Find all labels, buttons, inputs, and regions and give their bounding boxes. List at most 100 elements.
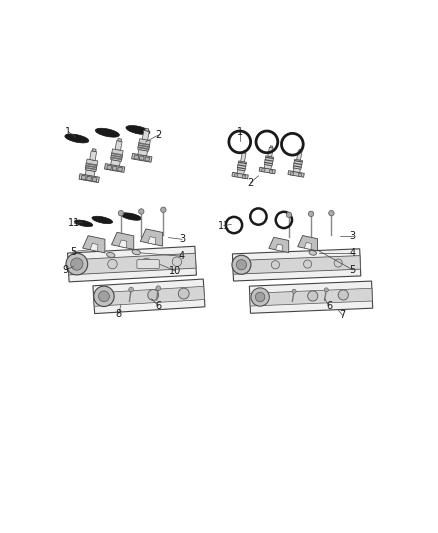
Circle shape	[129, 287, 134, 292]
Polygon shape	[90, 151, 97, 160]
Ellipse shape	[95, 128, 119, 137]
Polygon shape	[288, 171, 304, 177]
Text: 6: 6	[155, 301, 161, 311]
Ellipse shape	[106, 253, 115, 257]
Polygon shape	[261, 168, 265, 172]
Polygon shape	[85, 170, 95, 176]
Polygon shape	[264, 165, 272, 169]
Polygon shape	[139, 156, 144, 160]
Polygon shape	[140, 229, 162, 246]
Polygon shape	[138, 142, 150, 146]
Polygon shape	[294, 160, 303, 162]
Polygon shape	[68, 253, 196, 275]
Circle shape	[271, 261, 279, 269]
Polygon shape	[85, 167, 96, 170]
Text: 9: 9	[63, 265, 69, 275]
Polygon shape	[104, 164, 125, 173]
Polygon shape	[111, 160, 120, 166]
Polygon shape	[148, 237, 155, 245]
Text: 2: 2	[247, 177, 254, 188]
Polygon shape	[138, 139, 150, 151]
Polygon shape	[237, 161, 247, 171]
Polygon shape	[250, 288, 372, 306]
Polygon shape	[264, 156, 274, 166]
Polygon shape	[243, 151, 246, 153]
Circle shape	[172, 257, 182, 266]
Text: 1: 1	[65, 127, 71, 136]
Text: 2: 2	[155, 130, 162, 140]
Circle shape	[118, 211, 124, 216]
Circle shape	[338, 290, 348, 300]
Circle shape	[66, 253, 88, 275]
Polygon shape	[86, 163, 97, 166]
Polygon shape	[85, 165, 97, 168]
Polygon shape	[117, 167, 123, 172]
Polygon shape	[112, 166, 117, 171]
Circle shape	[99, 291, 110, 302]
Circle shape	[178, 288, 189, 299]
Polygon shape	[237, 167, 246, 169]
Polygon shape	[242, 175, 246, 179]
Text: 7: 7	[339, 310, 346, 320]
Text: 1: 1	[237, 127, 243, 136]
Text: 11: 11	[218, 221, 230, 231]
Ellipse shape	[121, 213, 141, 220]
Polygon shape	[138, 147, 149, 150]
Polygon shape	[111, 155, 122, 158]
Polygon shape	[232, 172, 248, 179]
Circle shape	[156, 286, 161, 290]
Circle shape	[334, 259, 342, 267]
Polygon shape	[297, 151, 302, 160]
Polygon shape	[67, 246, 196, 282]
Polygon shape	[111, 149, 123, 161]
Polygon shape	[90, 244, 98, 251]
Polygon shape	[233, 256, 360, 274]
Circle shape	[138, 209, 144, 214]
Circle shape	[304, 260, 312, 268]
Circle shape	[308, 211, 314, 216]
Polygon shape	[115, 141, 122, 150]
Polygon shape	[79, 174, 99, 183]
Polygon shape	[85, 159, 98, 172]
Circle shape	[251, 288, 269, 306]
Text: 5: 5	[70, 247, 77, 256]
Polygon shape	[233, 249, 361, 281]
Circle shape	[324, 288, 328, 292]
Polygon shape	[93, 286, 205, 306]
Polygon shape	[131, 154, 152, 162]
Text: 10: 10	[169, 266, 181, 276]
Polygon shape	[93, 279, 205, 313]
Polygon shape	[265, 162, 273, 164]
Circle shape	[161, 207, 166, 213]
Circle shape	[71, 258, 83, 270]
Polygon shape	[298, 236, 318, 251]
Polygon shape	[111, 153, 123, 156]
Polygon shape	[270, 146, 273, 148]
Polygon shape	[119, 240, 127, 248]
Circle shape	[255, 292, 265, 302]
Text: 11: 11	[68, 219, 81, 228]
Polygon shape	[269, 170, 273, 173]
Polygon shape	[304, 243, 311, 249]
Circle shape	[307, 291, 318, 301]
Circle shape	[286, 212, 292, 217]
Polygon shape	[259, 167, 276, 174]
Polygon shape	[238, 162, 247, 164]
Ellipse shape	[65, 134, 89, 143]
Text: 4: 4	[179, 251, 185, 261]
Text: 8: 8	[116, 309, 122, 319]
Polygon shape	[134, 155, 139, 159]
Polygon shape	[298, 173, 302, 177]
Text: 4: 4	[350, 248, 356, 258]
FancyBboxPatch shape	[137, 260, 159, 269]
Polygon shape	[276, 244, 283, 251]
Ellipse shape	[92, 216, 113, 224]
Circle shape	[232, 255, 251, 274]
Circle shape	[141, 259, 151, 268]
Polygon shape	[107, 165, 112, 169]
Polygon shape	[249, 281, 373, 313]
Ellipse shape	[132, 249, 141, 255]
Polygon shape	[293, 165, 302, 167]
Polygon shape	[294, 163, 302, 165]
Polygon shape	[265, 159, 273, 161]
